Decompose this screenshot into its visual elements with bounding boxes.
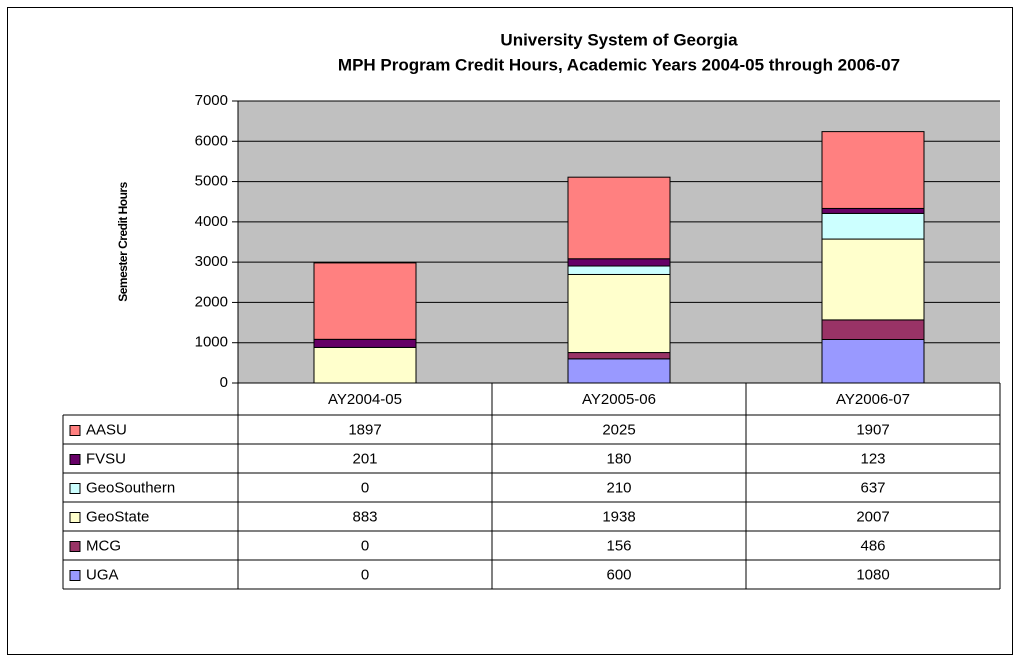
- legend-swatch: [69, 425, 81, 436]
- table-value: 2007: [856, 508, 889, 525]
- legend-swatch: [69, 512, 81, 523]
- chart-subtitle: MPH Program Credit Hours, Academic Years…: [338, 55, 900, 74]
- table-value: 156: [606, 537, 631, 554]
- table-value: 600: [606, 566, 631, 583]
- table-value: 1907: [856, 421, 889, 438]
- bar-segment: [313, 338, 417, 348]
- bar-segment: [821, 319, 925, 340]
- bar-segment: [567, 273, 671, 354]
- table-value: 180: [606, 450, 631, 467]
- legend-label: GeoState: [86, 508, 149, 525]
- chart-title: University System of Georgia: [500, 30, 738, 49]
- bar-segment: [821, 212, 925, 240]
- bar-segment: [567, 352, 671, 360]
- table-value: 123: [860, 450, 885, 467]
- table-value: 201: [352, 450, 377, 467]
- bar-segment: [821, 207, 925, 214]
- bar-segment: [567, 258, 671, 267]
- bar-segment: [567, 176, 671, 260]
- y-tick-label: 3000: [195, 253, 228, 270]
- legend-swatch: [69, 454, 81, 465]
- y-tick-label: 5000: [195, 173, 228, 190]
- table-value: 2025: [602, 421, 635, 438]
- x-tick-label: AY2006-07: [836, 391, 910, 408]
- table-value: 1080: [856, 566, 889, 583]
- bar-segment: [313, 346, 417, 384]
- table-value: 1897: [348, 421, 381, 438]
- x-tick-label: AY2005-06: [582, 391, 656, 408]
- table-value: 210: [606, 479, 631, 496]
- bar-segment: [567, 358, 671, 384]
- y-tick-label: 0: [220, 374, 228, 391]
- legend-label: UGA: [86, 566, 119, 583]
- y-axis-label: Semester Credit Hours: [116, 181, 130, 301]
- bar-segment: [821, 131, 925, 209]
- table-value: 637: [860, 479, 885, 496]
- bar-segment: [313, 262, 417, 340]
- y-tick-label: 2000: [195, 293, 228, 310]
- y-tick-label: 7000: [195, 92, 228, 109]
- table-value: 883: [352, 508, 377, 525]
- y-tick-label: 6000: [195, 132, 228, 149]
- bar-segment: [821, 238, 925, 321]
- table-value: 486: [860, 537, 885, 554]
- table-value: 0: [361, 537, 369, 554]
- legend-label: FVSU: [86, 450, 126, 467]
- legend-swatch: [69, 483, 81, 494]
- y-tick-label: 1000: [195, 334, 228, 351]
- legend-label: GeoSouthern: [86, 479, 175, 496]
- table-value: 1938: [602, 508, 635, 525]
- y-tick-label: 4000: [195, 213, 228, 230]
- bar-segment: [821, 338, 925, 384]
- x-tick-label: AY2004-05: [328, 391, 402, 408]
- bar-segment: [567, 265, 671, 275]
- table-value: 0: [361, 479, 369, 496]
- legend-swatch: [69, 541, 81, 552]
- legend-label: MCG: [86, 537, 121, 554]
- legend-label: AASU: [86, 421, 127, 438]
- table-value: 0: [361, 566, 369, 583]
- legend-swatch: [69, 570, 81, 581]
